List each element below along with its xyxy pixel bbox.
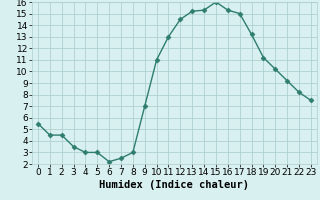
X-axis label: Humidex (Indice chaleur): Humidex (Indice chaleur) bbox=[100, 180, 249, 190]
